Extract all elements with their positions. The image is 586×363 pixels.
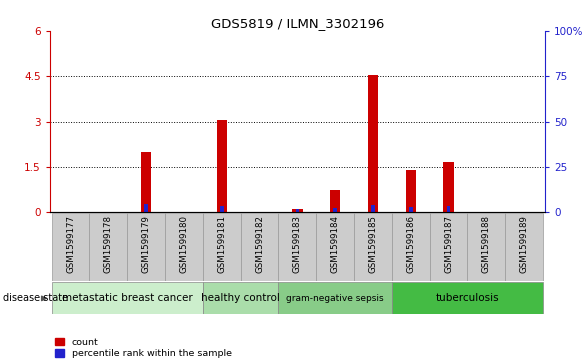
Text: healthy control: healthy control [201,293,280,303]
Bar [354,213,392,281]
Text: disease state: disease state [3,293,68,303]
Bar [127,213,165,281]
Text: GSM1599178: GSM1599178 [104,215,113,273]
Text: GSM1599179: GSM1599179 [142,215,151,273]
Text: GSM1599183: GSM1599183 [293,215,302,273]
Bar [52,213,90,281]
Bar [295,209,299,212]
Legend: count, percentile rank within the sample: count, percentile rank within the sample [54,338,231,358]
Text: GSM1599180: GSM1599180 [179,215,189,273]
Bar [371,205,375,212]
Bar [52,282,203,314]
Bar [241,213,278,281]
Bar [144,204,148,212]
Bar [367,75,379,212]
Bar [406,170,416,212]
Text: metastatic breast cancer: metastatic breast cancer [62,293,193,303]
Bar [505,213,543,281]
Bar [203,213,241,281]
Bar [203,282,278,314]
Bar [333,208,337,212]
Text: GSM1599177: GSM1599177 [66,215,75,273]
Bar [278,282,392,314]
Text: GSM1599188: GSM1599188 [482,215,491,273]
Bar [316,213,354,281]
Text: GSM1599182: GSM1599182 [255,215,264,273]
Text: GSM1599186: GSM1599186 [406,215,415,273]
Title: GDS5819 / ILMN_3302196: GDS5819 / ILMN_3302196 [211,17,384,30]
Bar [141,152,152,212]
Bar [278,213,316,281]
Text: GSM1599181: GSM1599181 [217,215,226,273]
Bar [90,213,127,281]
Bar [165,213,203,281]
Bar [330,189,340,212]
Bar [392,282,543,314]
Bar [443,163,454,212]
Bar [447,206,451,212]
Bar [292,209,303,212]
Text: GSM1599185: GSM1599185 [369,215,377,273]
Text: gram-negative sepsis: gram-negative sepsis [287,294,384,302]
Text: GSM1599189: GSM1599189 [520,215,529,273]
Text: tuberculosis: tuberculosis [435,293,499,303]
Bar [468,213,505,281]
Text: GSM1599184: GSM1599184 [331,215,340,273]
Bar [430,213,468,281]
Bar [216,120,227,212]
Bar [220,206,224,212]
Bar [409,207,413,212]
Bar [392,213,430,281]
Text: GSM1599187: GSM1599187 [444,215,453,273]
